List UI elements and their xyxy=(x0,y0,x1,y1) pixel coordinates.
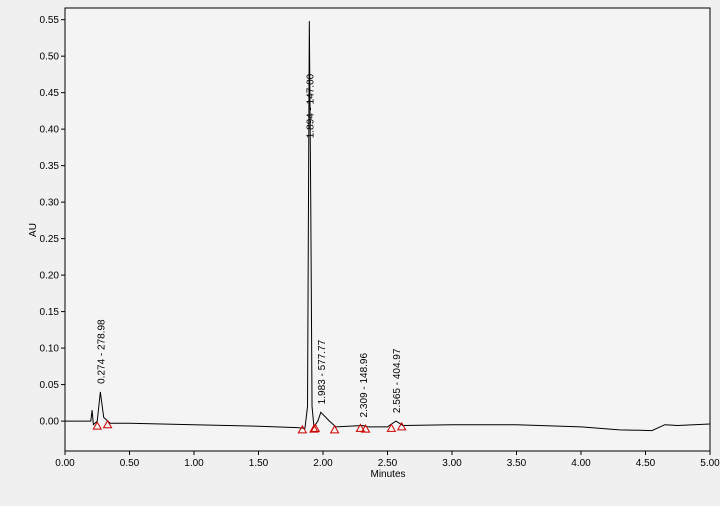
x-tick-label: 3.50 xyxy=(507,458,527,469)
x-tick-label: 4.00 xyxy=(571,458,591,469)
x-tick-label: 0.50 xyxy=(120,458,140,469)
x-axis-label: Minutes xyxy=(370,469,405,480)
y-tick-label: 0.15 xyxy=(40,307,60,318)
peak-label: 2.309 - 148.96 xyxy=(359,353,370,418)
y-tick-label: 0.05 xyxy=(40,380,60,391)
peak-marker xyxy=(310,423,321,432)
x-tick-label: 3.00 xyxy=(442,458,462,469)
x-tick-label: 4.50 xyxy=(636,458,656,469)
peak-marker xyxy=(396,421,407,431)
y-tick-label: 0.30 xyxy=(40,198,60,209)
y-tick-label: 0.45 xyxy=(40,88,60,99)
y-tick-label: 0.25 xyxy=(40,234,60,245)
y-tick-label: 0.50 xyxy=(40,52,60,63)
y-tick-label: 0.40 xyxy=(40,125,60,136)
peak-marker xyxy=(297,424,308,434)
y-tick-label: 0.10 xyxy=(40,344,60,355)
peak-label: 1.983 - 577.77 xyxy=(317,339,328,404)
peak-marker xyxy=(92,421,103,430)
x-tick-label: 0.00 xyxy=(55,458,75,469)
x-tick-label: 1.00 xyxy=(184,458,204,469)
peak-marker xyxy=(329,424,340,434)
y-tick-label: 0.35 xyxy=(40,161,60,172)
y-tick-label: 0.55 xyxy=(40,15,60,26)
y-tick-label: 0.00 xyxy=(40,417,60,428)
peak-marker xyxy=(355,423,366,432)
x-tick-label: 2.00 xyxy=(313,458,333,469)
y-axis-label: AU xyxy=(28,223,39,237)
x-tick-label: 2.50 xyxy=(378,458,398,469)
peak-label: 2.565 - 404.97 xyxy=(392,348,403,413)
peak-marker xyxy=(360,424,371,433)
plot-frame xyxy=(64,7,711,452)
x-tick-label: 5.00 xyxy=(700,458,720,469)
y-tick-label: 0.20 xyxy=(40,271,60,282)
peak-label: 1.894 - 147.00 xyxy=(305,73,316,138)
peak-marker xyxy=(309,424,319,433)
peak-marker xyxy=(386,423,397,432)
peak-label: 0.274 - 278.98 xyxy=(96,319,107,384)
peak-marker xyxy=(102,419,113,429)
x-tick-label: 1.50 xyxy=(249,458,269,469)
